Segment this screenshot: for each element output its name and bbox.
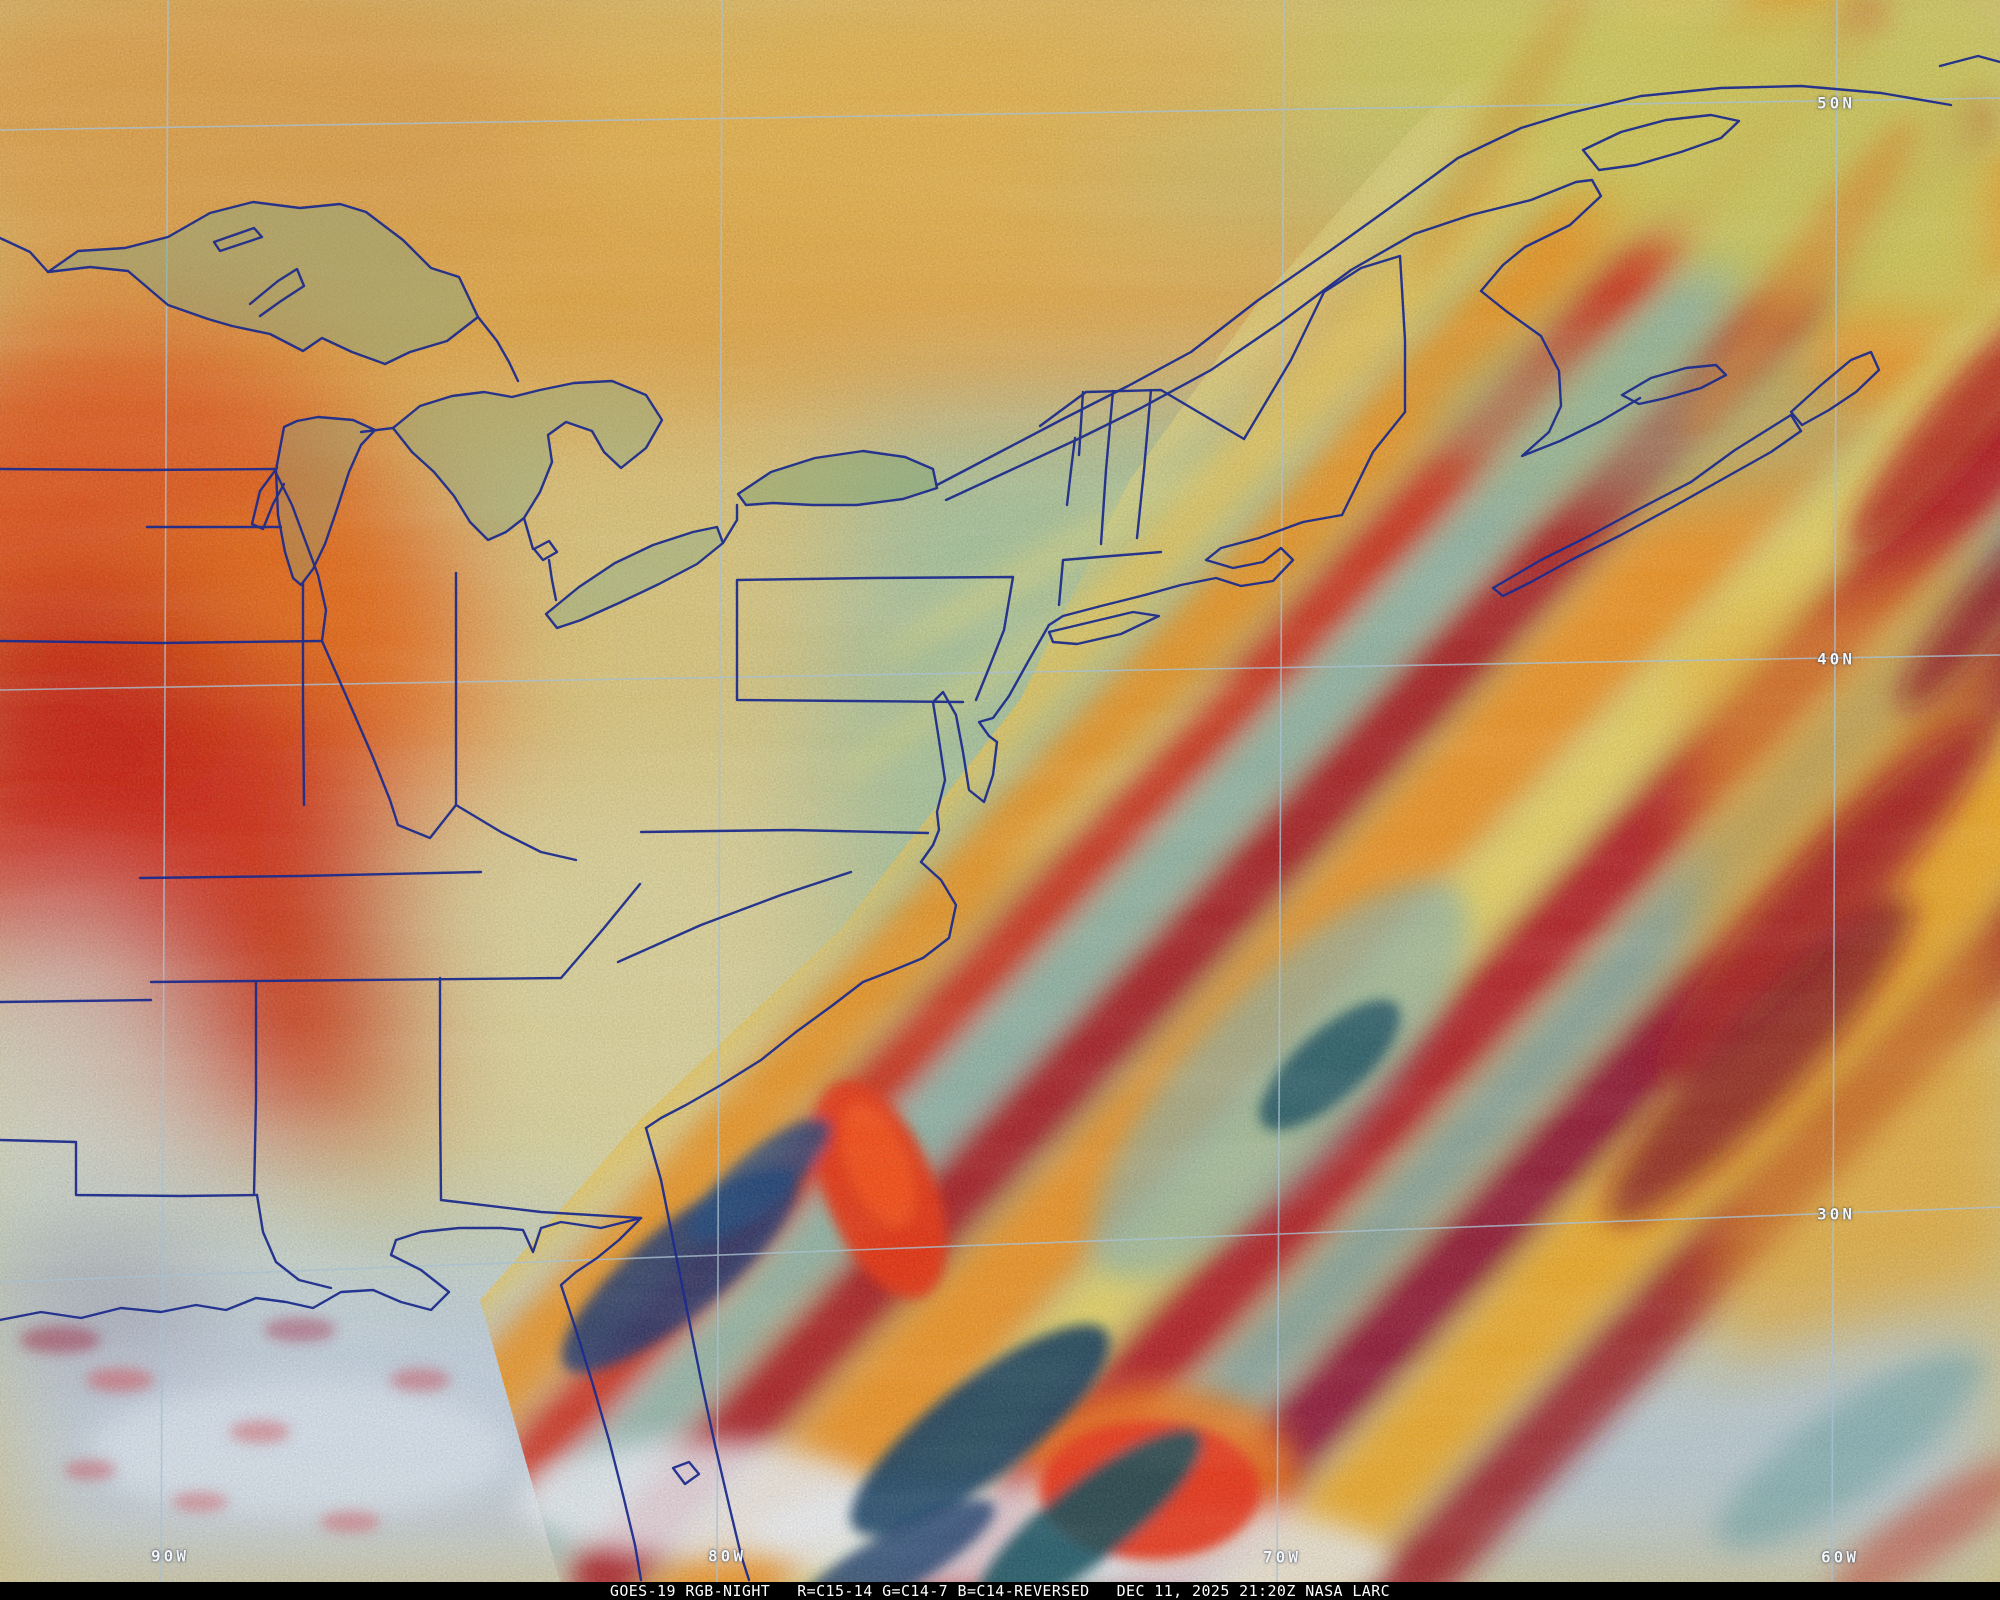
parallel-30N [0,1206,2000,1283]
isle-royale [212,226,264,253]
georgia-florida-border [439,1198,643,1220]
lake-st-clair [522,516,559,602]
caption-recipe: R=C15-14 G=C14-7 B=C14-REVERSED [797,1582,1090,1600]
newfoundland-corner [1938,54,2000,68]
mississippi-river-upper [272,467,400,827]
southeast-coast [644,860,958,1130]
caption-credit: NASA LARC [1305,1582,1391,1600]
florida-east-coast [644,1126,751,1582]
caption-bar: GOES-19 RGB-NIGHT R=C15-14 G=C14-7 B=C14… [0,1582,2000,1600]
gaspe-peninsula [1412,178,1603,293]
prince-edward-island [1620,363,1728,406]
cape-breton-island [1789,350,1881,427]
louisiana-borders [0,1138,259,1198]
quebec-north-shore [1568,84,1953,115]
lake-michigan [274,415,377,587]
new-england-state-lines [1057,388,1163,607]
lake-okeechobee [671,1460,701,1486]
florida-west-coast [559,1216,643,1582]
alabama-georgia-border [438,976,443,1202]
meridian-80W [716,0,723,1582]
nova-scotia [1491,413,1803,598]
niagara-river [721,503,739,545]
meridian-60W [1831,0,1838,1582]
caption-timestamp: DEC 11, 2025 21:20Z [1116,1582,1296,1600]
anticosti-island [1581,113,1741,172]
lake-ontario [736,449,939,507]
lake-superior [46,200,480,366]
missouri-arkansas-border [0,998,153,1004]
parallel-40N [0,654,2000,691]
maine-borders [1242,254,1407,441]
north-south-carolina-border [616,870,853,964]
st-lawrence-north-shore [935,111,1572,487]
lake-huron [391,379,664,542]
minnesota-iowa-border [0,467,276,472]
pennsylvania-borders [735,575,1015,704]
illinois-indiana-border [301,581,306,807]
st-lawrence-south-shore [944,232,1416,502]
keweenaw-peninsula [248,267,306,318]
st-marys-river [476,315,520,383]
new-brunswick-coast [1479,289,1642,458]
lake-champlain [1065,436,1077,507]
map-borders [0,54,2000,1582]
gulf-coast [0,1216,643,1322]
mississippi-river-lower [255,1193,333,1290]
iowa-missouri-border [0,639,324,645]
caption-product: GOES-19 RGB-NIGHT [609,1582,771,1600]
mississippi-alabama-border [252,980,258,1197]
new-england-coast [1047,513,1344,627]
meridian-70W [1276,0,1285,1582]
straits-of-mackinac [359,426,395,434]
us-canada-border [1038,388,1246,441]
meridian-90W [160,0,169,1582]
tennessee-south-border [149,882,642,984]
mid-atlantic-coast [919,623,1051,864]
long-island [1047,610,1161,646]
virginia-north-carolina-border [639,828,930,835]
ohio-river [396,803,578,862]
kentucky-tennessee-border [138,870,483,880]
canada-border-northwest [0,236,50,274]
maine-coast [1340,410,1407,517]
parallel-50N [0,97,2000,131]
